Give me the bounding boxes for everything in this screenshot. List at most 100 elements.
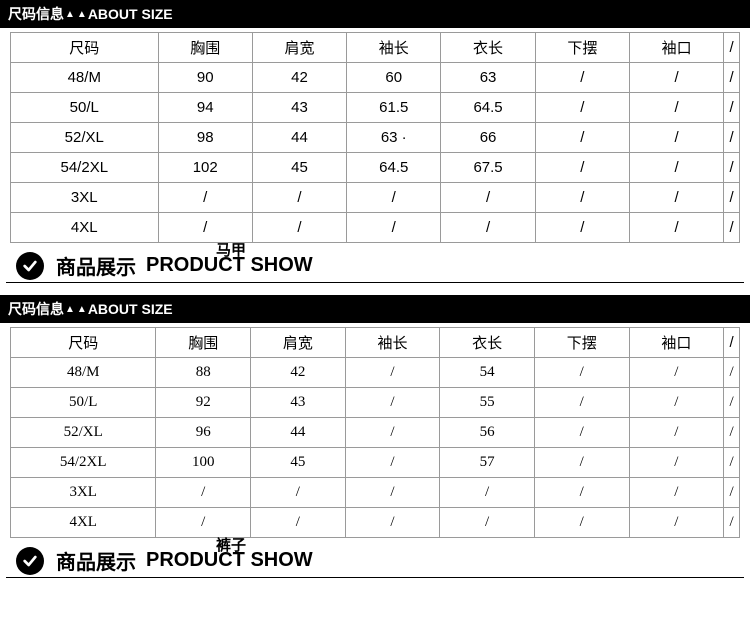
table-cell: / xyxy=(534,478,629,508)
table-cell: / xyxy=(724,183,740,213)
table-cell: 42 xyxy=(252,63,346,93)
size-header-1: 尺码信息 ▲ ▲ ABOUT SIZE xyxy=(0,0,750,28)
table-cell: / xyxy=(345,358,440,388)
table-cell: / xyxy=(535,123,629,153)
col-chest: 胸围 xyxy=(156,328,251,358)
table-cell: / xyxy=(440,478,535,508)
table-cell: / xyxy=(345,508,440,538)
product-show-1: 马甲 商品展示 PRODUCT SHOW xyxy=(6,245,744,283)
col-sleeve: 袖长 xyxy=(347,33,441,63)
table-row: 4XL/////// xyxy=(11,508,740,538)
product-show-cn: 商品展示 xyxy=(56,251,136,280)
table-cell: / xyxy=(535,93,629,123)
table-cell: 54/2XL xyxy=(11,153,159,183)
col-cuff: 袖口 xyxy=(629,328,724,358)
col-shoulder: 肩宽 xyxy=(252,33,346,63)
table-cell: 64.5 xyxy=(347,153,441,183)
table-cell: / xyxy=(345,418,440,448)
table-cell: / xyxy=(534,508,629,538)
table-cell: / xyxy=(345,448,440,478)
col-extra: / xyxy=(724,33,740,63)
size-header-prefix: 尺码信息 xyxy=(8,299,64,319)
table-cell: / xyxy=(724,123,740,153)
table-cell: / xyxy=(629,358,724,388)
table-header-row: 尺码 胸围 肩宽 袖长 衣长 下摆 袖口 / xyxy=(11,33,740,63)
table-cell: 42 xyxy=(251,358,346,388)
table-cell: / xyxy=(535,213,629,243)
size-header-suffix: ABOUT SIZE xyxy=(88,301,173,317)
table-cell: 3XL xyxy=(11,478,156,508)
col-shoulder: 肩宽 xyxy=(251,328,346,358)
table-cell: / xyxy=(724,508,740,538)
table-cell: 100 xyxy=(156,448,251,478)
table-header-row: 尺码 胸围 肩宽 袖长 衣长 下摆 袖口 / xyxy=(11,328,740,358)
table-cell: 64.5 xyxy=(441,93,535,123)
table-cell: 43 xyxy=(252,93,346,123)
table-cell: / xyxy=(251,478,346,508)
col-cuff: 袖口 xyxy=(629,33,723,63)
table-cell: / xyxy=(156,508,251,538)
table-cell: / xyxy=(629,213,723,243)
table-row: 48/M90426063/// xyxy=(11,63,740,93)
size-header-2: 尺码信息 ▲ ▲ ABOUT SIZE xyxy=(0,295,750,323)
table-cell: 44 xyxy=(252,123,346,153)
col-chest: 胸围 xyxy=(158,33,252,63)
table-cell: 44 xyxy=(251,418,346,448)
table-cell: / xyxy=(156,478,251,508)
table-row: 3XL/////// xyxy=(11,478,740,508)
table-row: 54/2XL10045/57/// xyxy=(11,448,740,478)
table-cell: / xyxy=(534,388,629,418)
table-cell: 50/L xyxy=(11,388,156,418)
table-cell: 50/L xyxy=(11,93,159,123)
table-cell: / xyxy=(440,508,535,538)
table-cell: / xyxy=(724,93,740,123)
table-cell: / xyxy=(345,388,440,418)
table-cell: / xyxy=(534,358,629,388)
size-table-1: 尺码 胸围 肩宽 袖长 衣长 下摆 袖口 / 48/M90426063///50… xyxy=(10,32,740,243)
table-cell: / xyxy=(158,213,252,243)
table-row: 50/L9243/55/// xyxy=(11,388,740,418)
size-header-suffix: ABOUT SIZE xyxy=(88,6,173,22)
table-cell: 98 xyxy=(158,123,252,153)
table-cell: / xyxy=(252,183,346,213)
table-cell: 57 xyxy=(440,448,535,478)
table-cell: 96 xyxy=(156,418,251,448)
table-cell: / xyxy=(724,418,740,448)
col-size: 尺码 xyxy=(11,328,156,358)
table-cell: / xyxy=(534,418,629,448)
table-cell: 54/2XL xyxy=(11,448,156,478)
table-cell: 94 xyxy=(158,93,252,123)
table-cell: / xyxy=(535,153,629,183)
table-cell: / xyxy=(535,63,629,93)
product-subtitle: 裤子 xyxy=(216,534,246,555)
table-cell: 48/M xyxy=(11,358,156,388)
triangle-icon: ▲ xyxy=(77,304,87,315)
table-cell: / xyxy=(158,183,252,213)
table-cell: / xyxy=(724,63,740,93)
table-cell: / xyxy=(629,63,723,93)
table-cell: / xyxy=(629,448,724,478)
table-cell: 55 xyxy=(440,388,535,418)
triangle-icon: ▲ xyxy=(65,9,75,20)
table-body: 48/M8842/54///50/L9243/55///52/XL9644/56… xyxy=(11,358,740,538)
col-length: 衣长 xyxy=(440,328,535,358)
table-cell: / xyxy=(629,478,724,508)
table-cell: / xyxy=(252,213,346,243)
size-header-prefix: 尺码信息 xyxy=(8,4,64,24)
table-cell: 43 xyxy=(251,388,346,418)
table-cell: / xyxy=(629,93,723,123)
table-cell: 102 xyxy=(158,153,252,183)
product-subtitle: 马甲 xyxy=(216,239,246,260)
col-length: 衣长 xyxy=(441,33,535,63)
table-cell: / xyxy=(535,183,629,213)
table-cell: 60 xyxy=(347,63,441,93)
table-cell: / xyxy=(724,153,740,183)
table-cell: 4XL xyxy=(11,508,156,538)
table-row: 48/M8842/54/// xyxy=(11,358,740,388)
table-cell: / xyxy=(629,153,723,183)
table-cell: 88 xyxy=(156,358,251,388)
col-extra: / xyxy=(724,328,740,358)
table-cell: / xyxy=(724,478,740,508)
table-cell: 52/XL xyxy=(11,418,156,448)
product-show-2: 裤子 商品展示 PRODUCT SHOW xyxy=(6,540,744,578)
